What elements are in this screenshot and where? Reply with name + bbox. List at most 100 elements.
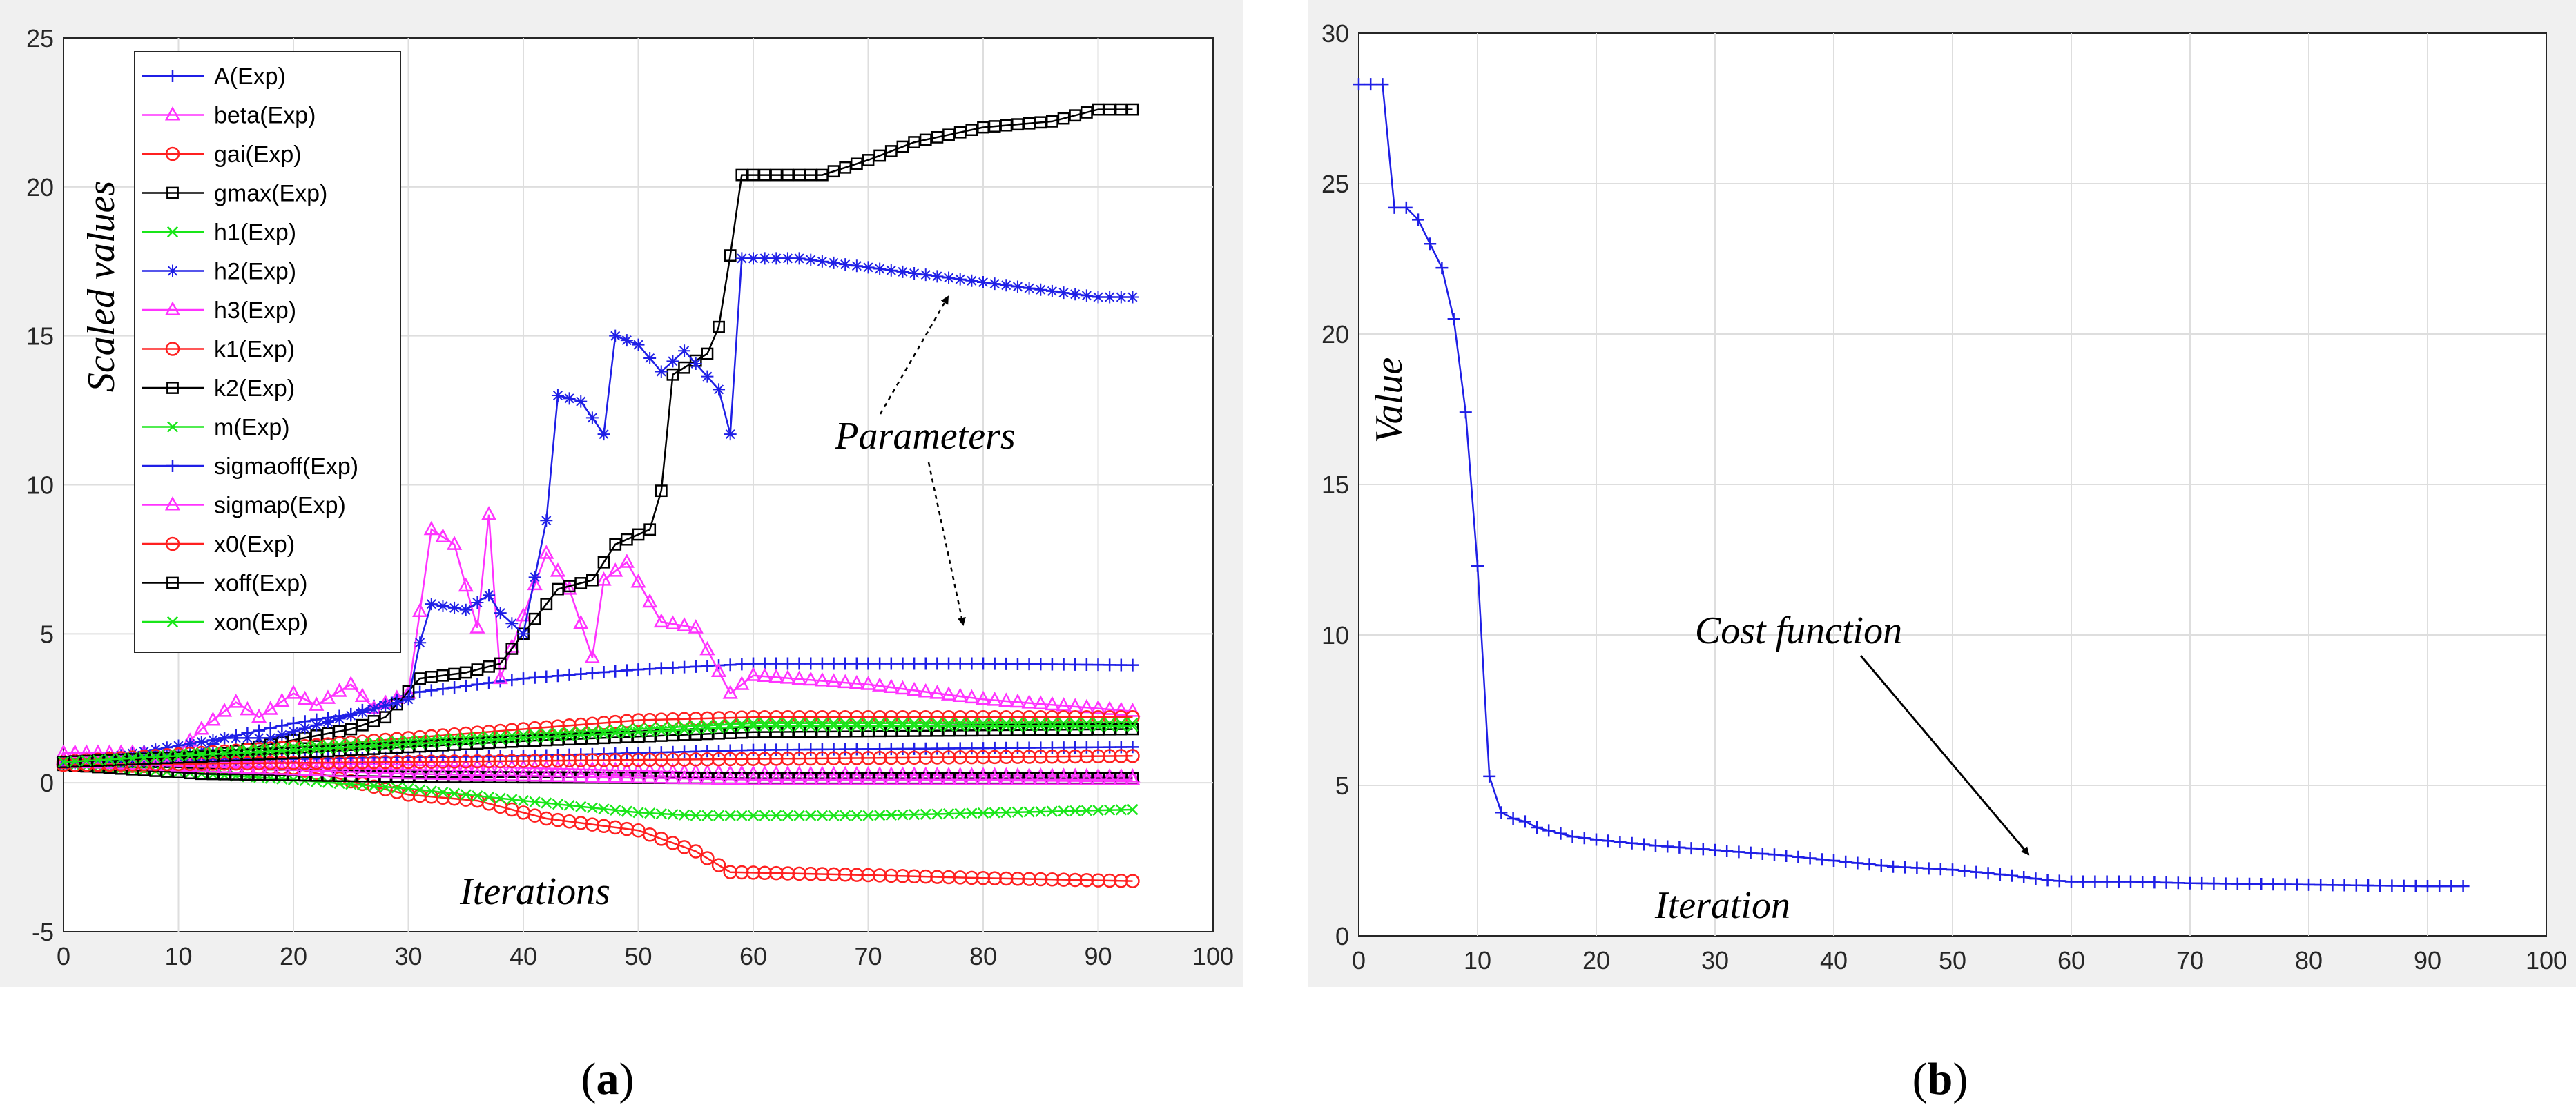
data-point [182,757,198,772]
data-point [57,756,70,768]
data-point [1103,723,1116,736]
x-tick-label: 0 [1352,946,1366,974]
data-point [1125,771,1141,785]
data-point [828,810,840,821]
data-point [230,747,242,759]
data-point [827,743,840,756]
data-point [242,747,253,758]
data-point [1768,848,1781,861]
data-point [1045,872,1060,887]
cost-function-arrow [1859,655,2030,856]
data-point [517,794,530,807]
data-point [1033,771,1049,785]
data-point [1000,279,1013,292]
data-point [1127,803,1139,816]
data-point [964,689,980,704]
data-point [1495,806,1508,819]
data-point [333,742,345,754]
data-point [1011,806,1024,818]
data-point [874,721,886,732]
data-point [804,866,818,881]
panel-a-series [55,103,1141,888]
series-cost-function [1353,78,2470,893]
data-point [552,799,564,810]
data-point [585,667,599,680]
data-point [1887,860,1899,873]
x-tick-label: 100 [1192,942,1234,970]
data-point [666,745,679,758]
data-point [1114,874,1129,888]
data-point [1011,721,1024,732]
data-point [919,268,932,282]
data-point [367,743,380,755]
data-point [724,744,737,757]
data-point [1022,750,1036,764]
data-point [678,361,691,374]
y-tick-label: 0 [1335,922,1349,950]
data-point [2006,869,2018,882]
data-point [1009,693,1026,708]
data-point [678,344,691,357]
data-point [630,573,646,588]
data-point [539,545,554,559]
data-point [550,767,566,782]
data-point [734,771,750,785]
data-point [368,780,380,792]
data-point [459,666,472,679]
data-point [1113,767,1129,783]
data-point [1685,842,1698,855]
data-point [988,120,1001,133]
data-point [1069,658,1082,671]
data-point [2290,878,2303,891]
data-point [655,365,668,378]
data-point [596,571,612,586]
data-point [782,810,794,821]
data-point [425,684,438,697]
data-point [69,756,81,767]
data-point [746,752,761,766]
data-point [919,742,932,755]
data-point [598,803,610,815]
data-point [793,168,806,182]
data-point [563,668,576,681]
data-point [837,751,853,765]
data-point [826,673,842,687]
data-point [1092,721,1104,732]
data-point [1103,741,1116,754]
data-point [1046,723,1058,736]
data-point [757,667,773,683]
legend-marker [164,301,181,315]
legend-label: sigmap(Exp) [214,493,346,519]
data-point [597,428,610,441]
data-point [977,121,989,134]
data-point [724,428,737,441]
data-point [653,770,669,784]
data-point [769,752,784,766]
data-point [643,663,657,676]
data-point [885,809,897,821]
data-point [389,765,405,779]
data-point [1125,749,1140,763]
data-point [493,754,507,769]
data-point [540,598,553,611]
data-point [655,807,667,820]
x-tick-label: 90 [2414,946,2441,974]
data-point [505,643,519,655]
data-point [1079,749,1094,764]
data-point [390,696,403,709]
data-point [1851,856,1864,870]
data-point [563,580,576,593]
data-point [931,130,944,144]
y-tick-label: 5 [40,620,54,648]
data-point [849,868,864,882]
data-point [667,808,679,821]
data-point [1471,559,1484,572]
data-point [460,735,472,747]
legend-entry: k1(Exp) [142,337,295,363]
data-point [699,640,715,656]
data-point [435,528,451,543]
data-point [677,712,692,727]
data-point [745,771,762,785]
data-point [1078,771,1094,785]
data-point [896,657,909,670]
